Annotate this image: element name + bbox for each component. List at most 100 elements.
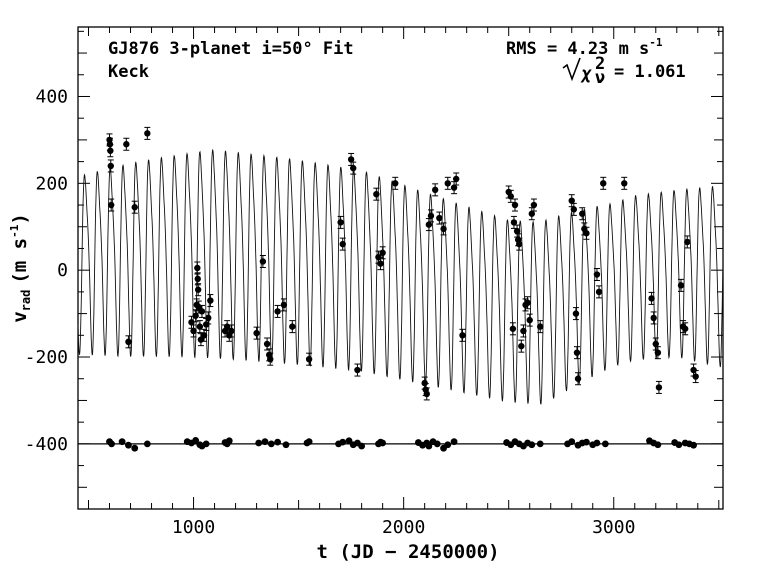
data-point xyxy=(347,152,355,166)
data-point xyxy=(574,372,582,386)
residual-point xyxy=(450,438,458,446)
point-marker xyxy=(107,147,114,154)
point-marker xyxy=(107,162,114,170)
residual-point xyxy=(675,441,683,449)
residual-point xyxy=(339,438,347,446)
rms-text: RMS = 4.23 m s xyxy=(506,39,649,59)
data-point xyxy=(425,218,433,232)
data-point xyxy=(595,285,603,299)
data-point xyxy=(510,215,518,229)
point-marker xyxy=(305,355,313,363)
point-marker xyxy=(106,141,114,148)
data-point xyxy=(520,324,527,338)
data-point xyxy=(593,268,601,282)
point-marker xyxy=(520,327,527,335)
point-marker xyxy=(684,238,691,246)
residual-point xyxy=(444,441,452,449)
data-point xyxy=(423,387,430,401)
data-point xyxy=(253,326,260,340)
point-marker xyxy=(107,201,115,209)
point-marker xyxy=(188,319,195,326)
rms-sup: -1 xyxy=(649,36,663,49)
annotation-chi-squared: χ 2 ν = 1.061 xyxy=(562,54,686,88)
point-marker xyxy=(507,193,515,200)
y-label-sub: rad xyxy=(19,290,33,312)
data-point xyxy=(337,215,344,229)
annotation-rms: RMS = 4.23 m s-1 xyxy=(506,36,663,59)
data-point xyxy=(509,322,517,336)
residual-point xyxy=(568,438,576,446)
residual-point xyxy=(358,442,366,450)
data-point xyxy=(692,370,699,384)
point-marker xyxy=(450,184,458,191)
data-point xyxy=(379,246,386,260)
data-point xyxy=(305,352,313,366)
residual-point xyxy=(131,444,139,452)
chi-sup: 2 xyxy=(595,54,605,74)
data-point xyxy=(200,328,208,342)
data-point xyxy=(202,317,210,331)
point-marker xyxy=(228,327,235,335)
data-point xyxy=(459,328,466,342)
residual-point xyxy=(425,442,433,450)
residual-point xyxy=(255,439,263,447)
y-tick-label: -200 xyxy=(25,347,68,368)
point-marker xyxy=(652,340,659,348)
point-marker xyxy=(621,180,628,187)
residual-point xyxy=(379,439,387,447)
data-point xyxy=(516,237,523,251)
residual-point xyxy=(282,441,290,449)
data-point xyxy=(339,237,346,251)
residual-point xyxy=(192,436,200,444)
data-point xyxy=(677,278,685,292)
chi-sub: ν xyxy=(595,68,605,88)
data-point xyxy=(289,320,296,334)
data-point xyxy=(194,261,201,275)
residual-point xyxy=(433,440,441,448)
point-marker xyxy=(379,249,386,257)
model-curve xyxy=(77,148,724,405)
point-marker xyxy=(144,130,151,137)
data-point xyxy=(125,335,132,349)
data-point xyxy=(274,304,281,318)
data-point xyxy=(354,363,361,377)
point-marker xyxy=(377,260,384,267)
residual-point xyxy=(601,440,609,448)
point-marker xyxy=(452,175,460,183)
point-marker xyxy=(692,373,699,380)
sqrt-sign xyxy=(562,57,581,82)
data-point xyxy=(436,211,443,225)
data-point xyxy=(526,313,533,327)
residual-point xyxy=(536,440,544,448)
data-point xyxy=(652,337,659,351)
data-point xyxy=(194,272,201,286)
residual-point xyxy=(108,440,116,448)
residual-point xyxy=(305,438,313,446)
data-point xyxy=(440,222,447,236)
y-label-units-sup: -1 xyxy=(8,224,21,238)
residual-point xyxy=(143,440,151,448)
point-marker xyxy=(510,219,518,226)
point-marker xyxy=(131,204,138,211)
point-marker xyxy=(600,180,607,187)
point-marker xyxy=(423,390,430,398)
data-point xyxy=(524,296,531,310)
point-marker xyxy=(289,323,296,330)
point-marker xyxy=(274,308,281,315)
point-marker xyxy=(392,180,399,187)
data-point xyxy=(107,198,115,212)
point-marker xyxy=(194,264,201,272)
point-marker xyxy=(202,321,210,328)
y-tick-label: 400 xyxy=(35,86,68,107)
point-marker xyxy=(259,258,267,265)
point-marker xyxy=(280,301,288,309)
data-point xyxy=(131,200,138,214)
point-marker xyxy=(681,325,689,332)
point-marker xyxy=(444,180,451,187)
residual-point xyxy=(593,439,601,447)
data-point xyxy=(259,254,267,268)
point-marker xyxy=(339,240,346,248)
y-tick-label: 0 xyxy=(57,260,68,281)
point-marker xyxy=(593,271,601,278)
data-point xyxy=(681,322,689,336)
